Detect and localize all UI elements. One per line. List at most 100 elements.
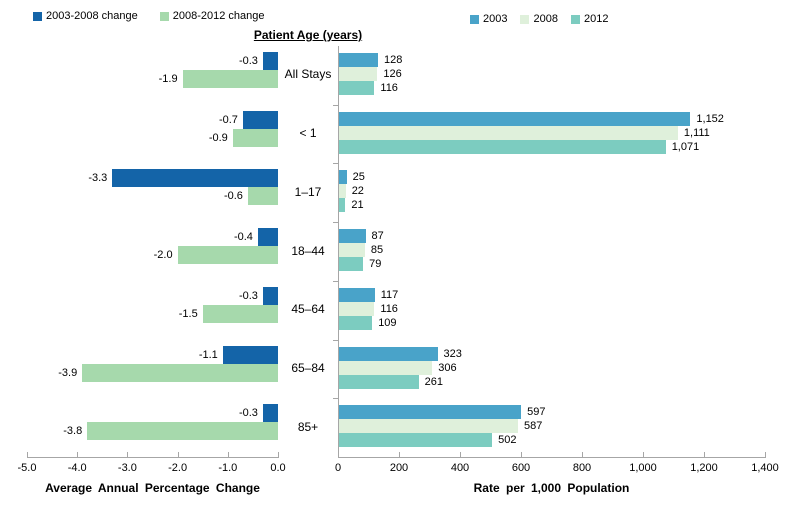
bar-2008-5 — [339, 301, 375, 316]
bar-2003-7 — [339, 405, 522, 420]
bar-2003-2 — [339, 111, 691, 126]
category-axis-title: Patient Age (years) — [253, 28, 363, 42]
bar-value-label: 87 — [371, 230, 384, 243]
bar-2003-2008-change-1 — [262, 52, 278, 70]
bar-value-label: -3.8 — [63, 425, 83, 438]
bar-2003-2008-change-2 — [242, 110, 278, 129]
bar-value-label: 323 — [443, 347, 462, 360]
bar-value-label: 116 — [380, 302, 398, 315]
bar-value-label: 126 — [383, 68, 402, 80]
right-x-axis-tick-label: 400 — [450, 462, 470, 474]
bar-value-label: -1.9 — [158, 73, 178, 85]
legend-label: 2003 — [483, 13, 508, 25]
bar-value-label: -0.7 — [218, 113, 238, 126]
bar-2008-2012-change-6 — [82, 363, 278, 382]
left-x-axis-tick — [27, 452, 28, 457]
left-x-axis-tick — [127, 452, 129, 457]
right-y-axis-tick — [333, 280, 338, 282]
legend-item: 2008 — [520, 13, 558, 25]
bar-value-label: -0.3 — [238, 407, 258, 420]
legend-swatch — [33, 11, 42, 21]
bar-2012-3 — [339, 198, 346, 213]
bar-value-label: -3.3 — [88, 172, 108, 185]
right-x-axis-tick — [704, 452, 705, 457]
bar-value-label: 79 — [369, 258, 382, 271]
bar-value-label: 117 — [380, 288, 399, 301]
right-x-axis-tick-label: 1,200 — [690, 462, 718, 474]
bar-2008-2012-change-3 — [247, 187, 278, 206]
left-x-axis-tick-label: -1.0 — [218, 462, 238, 474]
legend-change-series: 2003-2008 change 2008-2012 change — [33, 10, 287, 22]
bar-2012-1 — [339, 81, 375, 95]
category-label: 65–84 — [291, 360, 325, 375]
legend-label: 2003-2008 change — [46, 10, 138, 22]
bar-value-label: -0.9 — [208, 131, 228, 144]
legend-label: 2012 — [583, 13, 609, 25]
legend-item: 2003-2008 change — [33, 10, 138, 22]
left-x-axis-tick-label: -2.0 — [168, 462, 188, 474]
right-x-axis-tick — [643, 452, 644, 457]
bar-value-label: -0.3 — [238, 289, 258, 302]
legend-item: 2003 — [470, 13, 507, 25]
legend-swatch — [570, 14, 580, 24]
bar-2008-4 — [339, 243, 365, 258]
right-x-axis-tick — [521, 452, 522, 457]
legend-swatch — [470, 14, 479, 24]
bar-value-label: -2.0 — [153, 249, 173, 262]
bar-2008-2012-change-7 — [87, 422, 278, 441]
right-x-axis-tick — [582, 452, 583, 457]
bar-2008-2012-change-2 — [232, 128, 278, 147]
right-x-axis-tick-label: 0 — [334, 462, 342, 474]
bar-value-label: 597 — [527, 406, 546, 419]
bar-2003-2008-change-4 — [257, 228, 278, 247]
bar-2008-7 — [339, 419, 518, 434]
bar-2003-2008-change-3 — [112, 169, 278, 188]
bar-value-label: 25 — [352, 171, 365, 184]
left-x-axis-tick-label: 0.0 — [270, 462, 286, 474]
bar-2012-5 — [339, 315, 373, 330]
bar-2012-7 — [339, 433, 493, 448]
bar-2008-2012-change-4 — [177, 246, 278, 265]
percentage-change-panel: -0.3 -1.9 -0.7 -0.9 -3.3 -0.6 -0.4 -2.0 -0.3 -1.5… — [27, 46, 278, 457]
right-x-axis-tick — [765, 452, 766, 457]
bar-2003-4 — [339, 229, 366, 244]
bar-value-label: -1.1 — [198, 348, 218, 361]
left-x-axis-line — [27, 457, 279, 458]
bar-2008-6 — [339, 360, 433, 375]
left-x-axis-tick — [177, 452, 179, 457]
right-y-axis-tick — [333, 104, 338, 106]
bar-2003-1 — [339, 53, 378, 67]
bar-value-label: -1.5 — [178, 307, 198, 320]
bar-value-label: -3.9 — [58, 366, 78, 379]
category-label: 18–44 — [291, 243, 325, 258]
right-x-axis-tick-label: 200 — [389, 462, 409, 474]
bar-value-label: 306 — [438, 361, 457, 374]
bar-value-label: 109 — [378, 316, 397, 329]
bar-value-label: 1,071 — [671, 140, 700, 153]
bar-value-label: 1,152 — [696, 112, 724, 125]
bar-2012-6 — [339, 374, 419, 389]
right-x-axis-title: Rate per 1,000 Population — [473, 481, 630, 495]
bar-value-label: 261 — [424, 375, 443, 388]
category-label: < 1 — [299, 126, 317, 141]
category-labels-column: All Stays < 1 1–17 18–44 45–64 65–84 85+ — [278, 46, 338, 457]
bar-2008-3 — [339, 184, 346, 199]
bar-value-label: 502 — [498, 434, 517, 447]
bar-2003-2008-change-6 — [222, 345, 278, 364]
right-y-axis-tick — [333, 163, 338, 165]
category-label: 85+ — [297, 419, 319, 434]
bar-value-label: -0.3 — [238, 55, 258, 67]
bar-2008-2 — [339, 125, 678, 140]
bar-2003-3 — [339, 170, 347, 185]
right-x-axis-tick-label: 1,000 — [629, 462, 657, 474]
right-x-axis-tick-label: 1,400 — [751, 462, 779, 474]
bar-value-label: 22 — [351, 185, 364, 198]
bar-value-label: -0.4 — [233, 231, 253, 244]
left-x-axis-tick — [227, 452, 229, 457]
bar-2008-2012-change-1 — [182, 70, 278, 88]
bar-2008-2012-change-5 — [202, 304, 278, 323]
bar-value-label: 128 — [384, 54, 403, 66]
bar-2008-1 — [339, 67, 378, 81]
bar-2003-2008-change-5 — [262, 286, 278, 305]
